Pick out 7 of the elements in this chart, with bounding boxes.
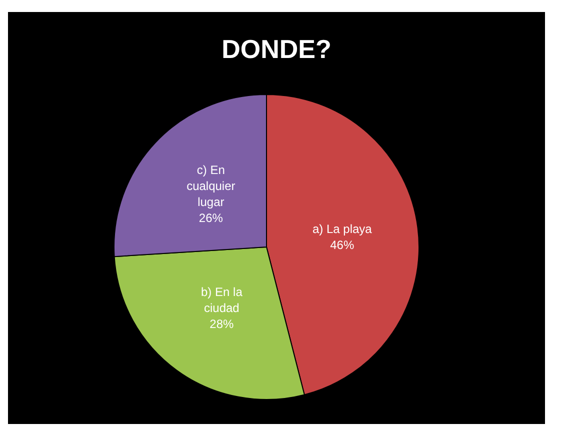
slice-label: b) En la ciudad: [201, 285, 243, 315]
data-label: 26%: [198, 211, 224, 226]
chart-title: DONDE?: [220, 34, 332, 65]
data-label: 46%: [330, 238, 354, 252]
data-label: 28%: [210, 317, 234, 331]
slice-label: c) En cualquier lugar: [186, 163, 236, 210]
slice-label: a) La playa: [312, 222, 372, 236]
